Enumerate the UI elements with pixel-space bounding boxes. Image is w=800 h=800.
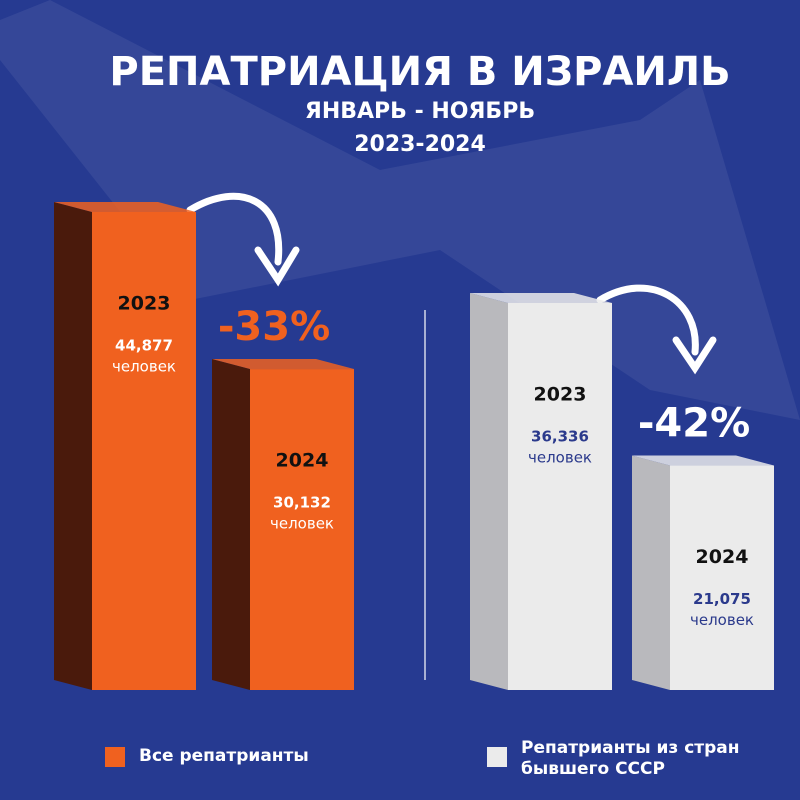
category-label: 2024 [276,450,329,472]
arrows [186,192,717,375]
unit-label: человек [112,358,176,376]
unit-label: человек [270,515,334,533]
bar [250,369,354,690]
category-label: 2023 [534,383,587,405]
bar [508,302,612,690]
bar-side [212,359,250,690]
change-label: -42% [638,401,750,447]
bar-top [470,292,612,303]
category-label: 2023 [118,293,171,315]
bar-side [470,292,508,690]
bar-top [212,359,354,370]
chart-title: РЕПАТРИАЦИЯ В ИЗРАИЛЬ [109,49,730,95]
legend: Репатрианты из стран бывшего СССР [487,738,761,780]
bar [92,212,196,690]
value-label: 30,132 [273,494,331,512]
arrow-head [254,246,300,287]
arrow-curve [186,192,283,266]
subtitle: 2023-2024 [354,132,486,157]
unit-label: человек [528,448,592,466]
bar [670,465,774,690]
value-label: 21,075 [693,590,751,608]
legend-swatch [105,746,125,767]
legend-swatch [487,747,507,767]
subtitle: ЯНВАРЬ - НОЯБРЬ [305,99,535,124]
value-label: 44,877 [115,337,173,355]
bar-top [632,455,774,466]
legend-label: Репатрианты из стран бывшего СССР [521,738,740,779]
bar-top [54,202,196,212]
bar-side [54,202,92,690]
category-label: 2024 [696,546,749,568]
unit-label: человек [690,611,754,629]
legend-label: Все репатрианты [139,746,309,766]
value-label: 36,336 [531,427,589,445]
arrow-curve [596,284,699,356]
bar-side [632,455,670,690]
legend: Все репатрианты [105,746,309,768]
arrow-head [672,336,717,375]
change-label: -33% [218,304,330,350]
